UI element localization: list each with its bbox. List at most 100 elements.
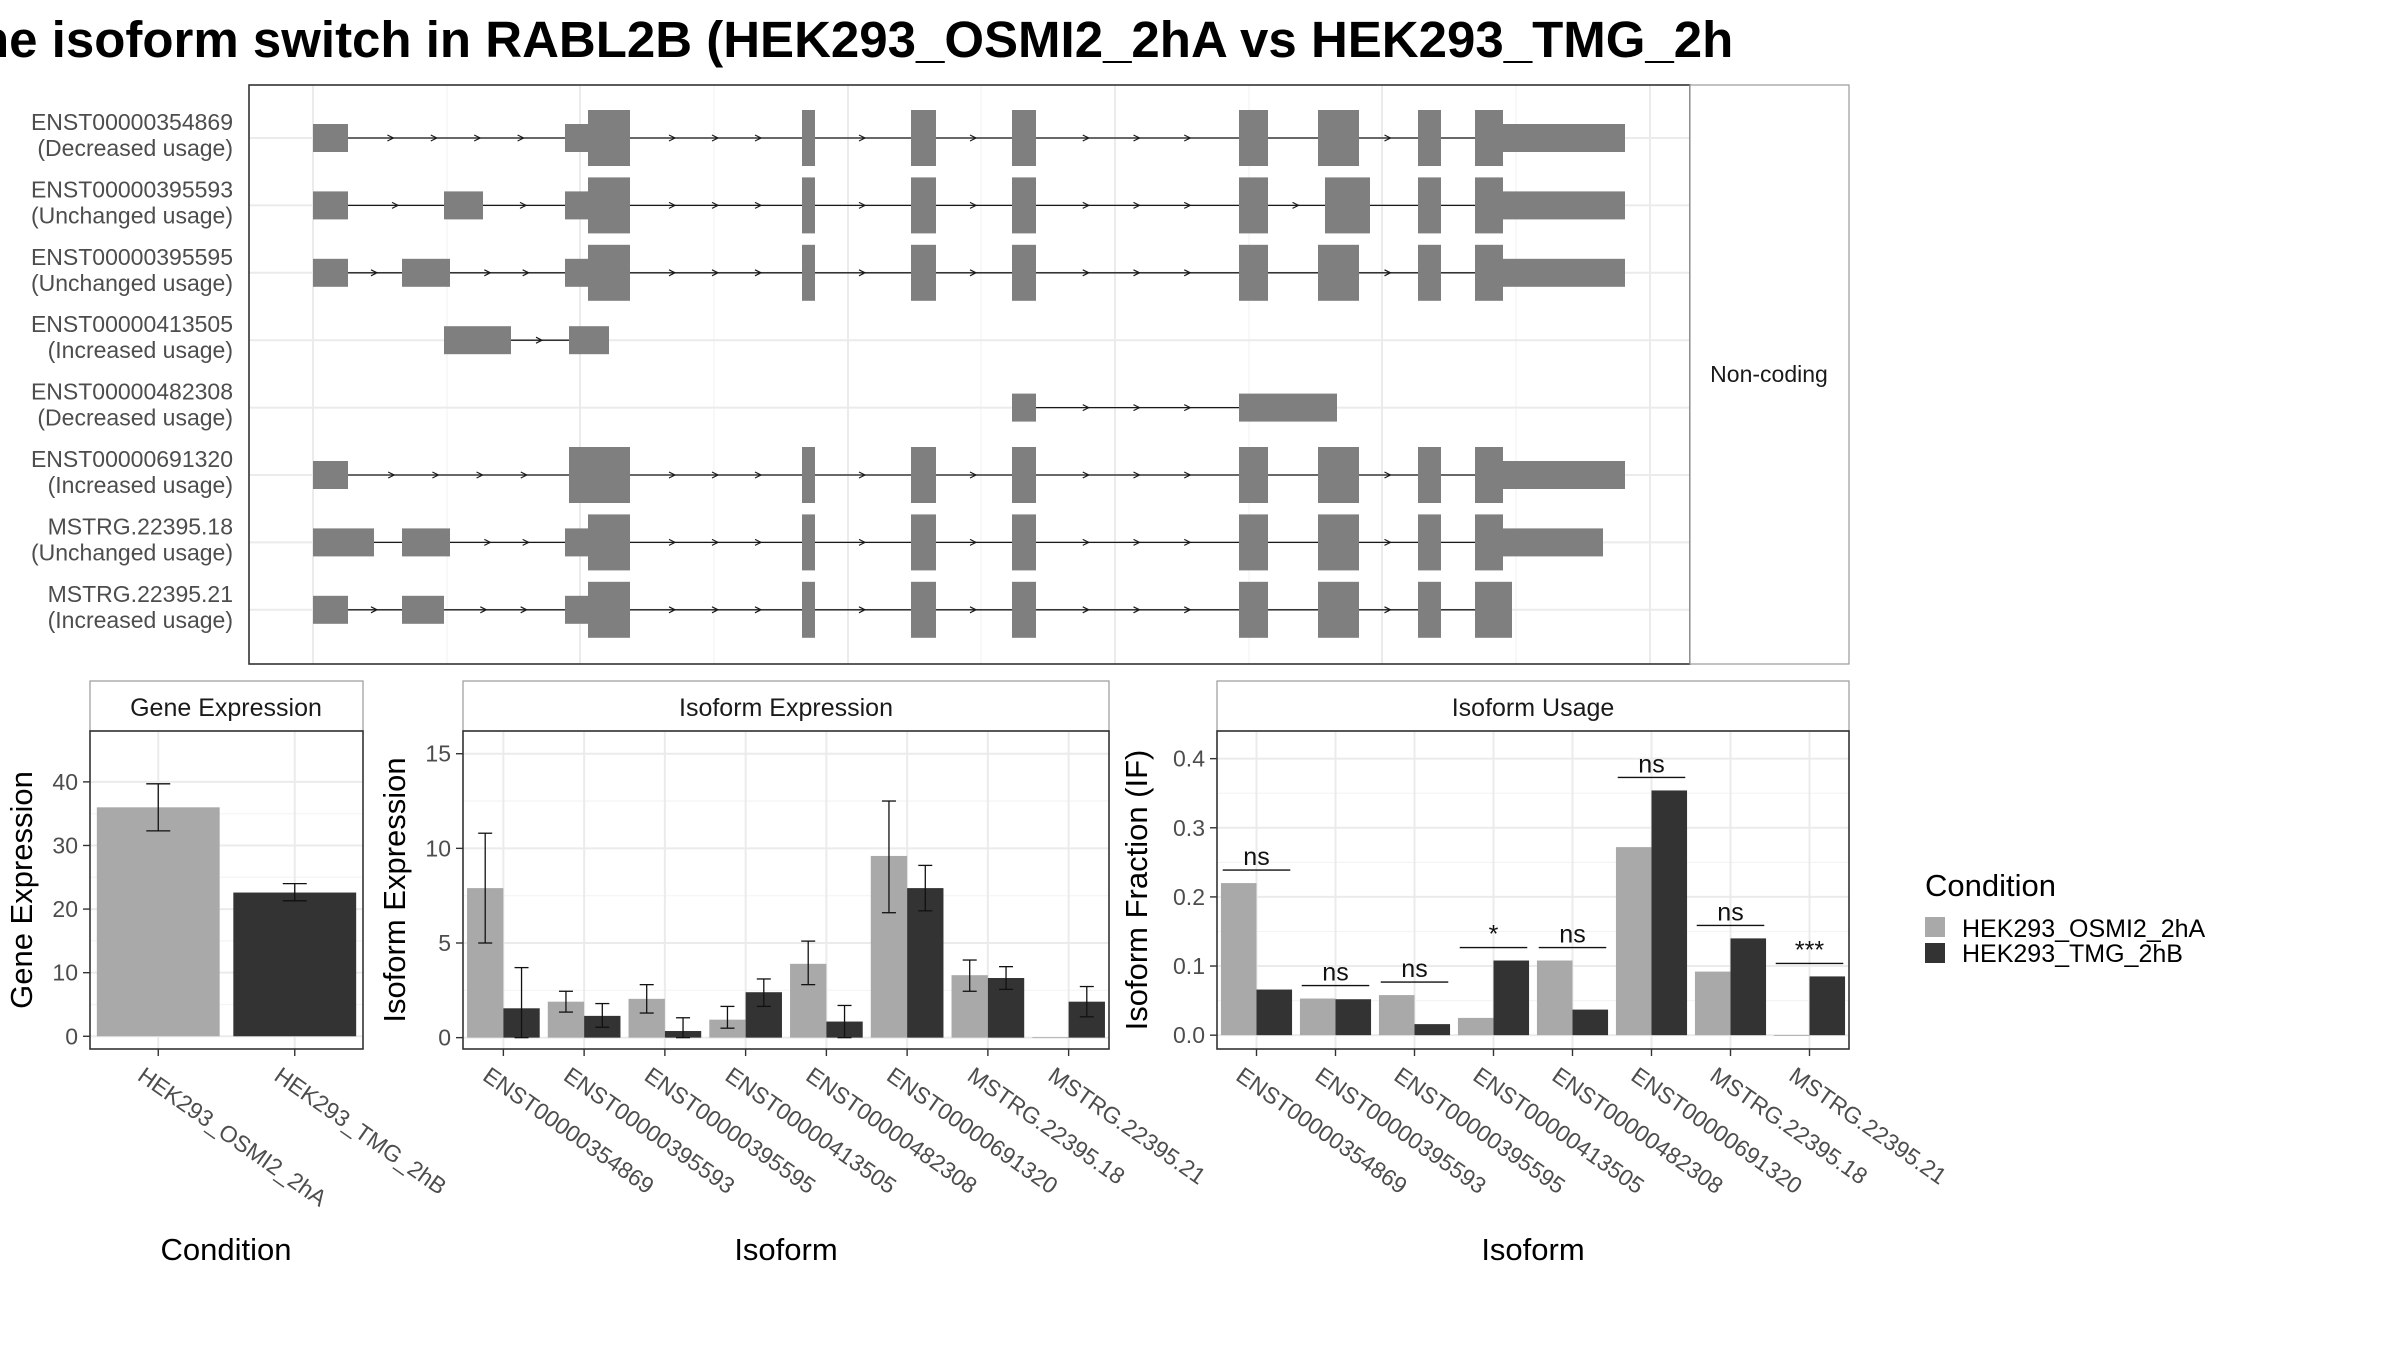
exon-block <box>565 595 588 624</box>
intron-arrow <box>1292 201 1300 209</box>
isoform-usage-bars: ns ns ns * ns ns ns *** <box>1220 750 1846 1036</box>
intron-arrow <box>1183 471 1192 479</box>
intron-arrow <box>480 606 488 614</box>
exon-block <box>1012 447 1036 503</box>
intron-arrow <box>969 471 978 479</box>
y-tick-label: 0.0 <box>1173 1022 1205 1048</box>
intron-arrow <box>432 471 440 479</box>
isoform-usage-strip <box>1216 680 1850 732</box>
intron-arrow <box>520 471 529 479</box>
intron-arrow <box>535 336 544 344</box>
exon-block <box>1503 191 1625 220</box>
exon-block <box>565 258 588 287</box>
exon-block <box>802 244 815 301</box>
isoform-usage-y-ticks: 0.0 0.1 0.2 0.3 0.4 <box>1173 746 1217 1048</box>
exon-block <box>1318 110 1359 166</box>
gene-expression-bars <box>96 783 357 1037</box>
exon-block <box>1418 514 1441 571</box>
exon-block <box>313 124 348 152</box>
exon-block <box>444 326 511 355</box>
intron-arrow <box>1133 134 1141 142</box>
intron-arrow <box>668 201 677 209</box>
intron-arrow <box>711 201 720 209</box>
exon-block <box>1475 244 1503 301</box>
intron-arrow <box>1183 606 1192 614</box>
exon-block <box>588 110 630 166</box>
intron-arrow <box>484 538 492 546</box>
exon-block <box>911 514 936 571</box>
gene-expression-title: Gene Expression <box>130 694 322 722</box>
transcript-usage-label: (Increased usage) <box>48 337 233 363</box>
intron-arrow <box>711 606 720 614</box>
bar-osmi <box>1694 971 1731 1036</box>
exon-block <box>565 124 588 152</box>
exon-block <box>402 258 450 287</box>
transcript-usage-label: (Unchanged usage) <box>31 270 233 296</box>
exon-block <box>1012 393 1036 422</box>
bar-tmg <box>1414 1024 1451 1036</box>
intron-arrow <box>1133 201 1141 209</box>
exon-block <box>911 244 936 301</box>
exon-block <box>1418 177 1441 234</box>
legend-swatch-osmi <box>1925 917 1945 937</box>
intron-arrow <box>1133 606 1141 614</box>
exon-block <box>1503 581 1512 638</box>
y-tick-label: 0.2 <box>1173 884 1205 910</box>
isoform-usage-x-axis-label: Isoform <box>1481 1232 1584 1267</box>
significance-label: ns <box>1559 921 1585 949</box>
bar-tmg <box>1256 989 1293 1036</box>
intron-arrow <box>1082 269 1091 277</box>
transcript-track <box>313 110 1625 166</box>
y-tick-label: 5 <box>438 930 451 956</box>
isoform-usage-plot-border <box>1216 730 1850 1050</box>
intron-arrow <box>1183 538 1192 546</box>
intron-arrow <box>711 538 720 546</box>
intron-arrow <box>1133 538 1141 546</box>
exon-block <box>911 447 936 503</box>
exon-block <box>313 191 348 220</box>
intron-arrow <box>476 471 484 479</box>
intron-arrow <box>969 606 978 614</box>
transcript-track <box>313 244 1625 301</box>
exon-block <box>802 581 815 638</box>
bar-tmg <box>1572 1009 1609 1036</box>
bar-osmi <box>1773 1035 1810 1036</box>
transcript-usage-label: (Increased usage) <box>48 607 233 633</box>
significance-label: ns <box>1243 843 1269 871</box>
intron-arrow <box>754 269 763 277</box>
isoform-usage-title: Isoform Usage <box>1452 694 1615 722</box>
transcript-usage-label: (Decreased usage) <box>37 405 233 431</box>
exon-block <box>911 177 936 234</box>
transcript-id-label: ENST00000395593 <box>31 176 233 202</box>
intron-arrow <box>522 538 531 546</box>
intron-arrow <box>1133 404 1141 412</box>
intron-arrow <box>858 606 867 614</box>
exon-block <box>1318 244 1359 301</box>
exon-block <box>1239 244 1268 301</box>
intron-arrow <box>370 269 379 277</box>
transcript-track <box>444 326 609 355</box>
intron-arrow <box>517 134 525 142</box>
exon-block <box>565 528 588 557</box>
exon-block <box>565 191 588 220</box>
exon-block <box>313 595 348 624</box>
transcript-track <box>313 581 1512 638</box>
intron-arrow <box>1082 134 1091 142</box>
transcript-track <box>313 447 1625 503</box>
exon-block <box>1503 124 1625 152</box>
exon-block <box>569 447 588 503</box>
intron-arrow <box>1384 606 1392 614</box>
significance-label: ns <box>1322 959 1348 987</box>
intron-arrow <box>858 134 867 142</box>
transcript-id-label: ENST00000691320 <box>31 446 233 472</box>
isoform-expression-x-axis-label: Isoform <box>734 1232 837 1267</box>
intron-arrow <box>473 134 482 142</box>
y-tick-label: 0.3 <box>1173 815 1205 841</box>
intron-arrow <box>858 201 867 209</box>
bar-gene-expression <box>96 807 220 1037</box>
significance-label: * <box>1489 921 1499 949</box>
exon-block <box>1239 110 1268 166</box>
bar-osmi <box>1615 847 1652 1036</box>
transcript-tracks <box>313 110 1625 638</box>
